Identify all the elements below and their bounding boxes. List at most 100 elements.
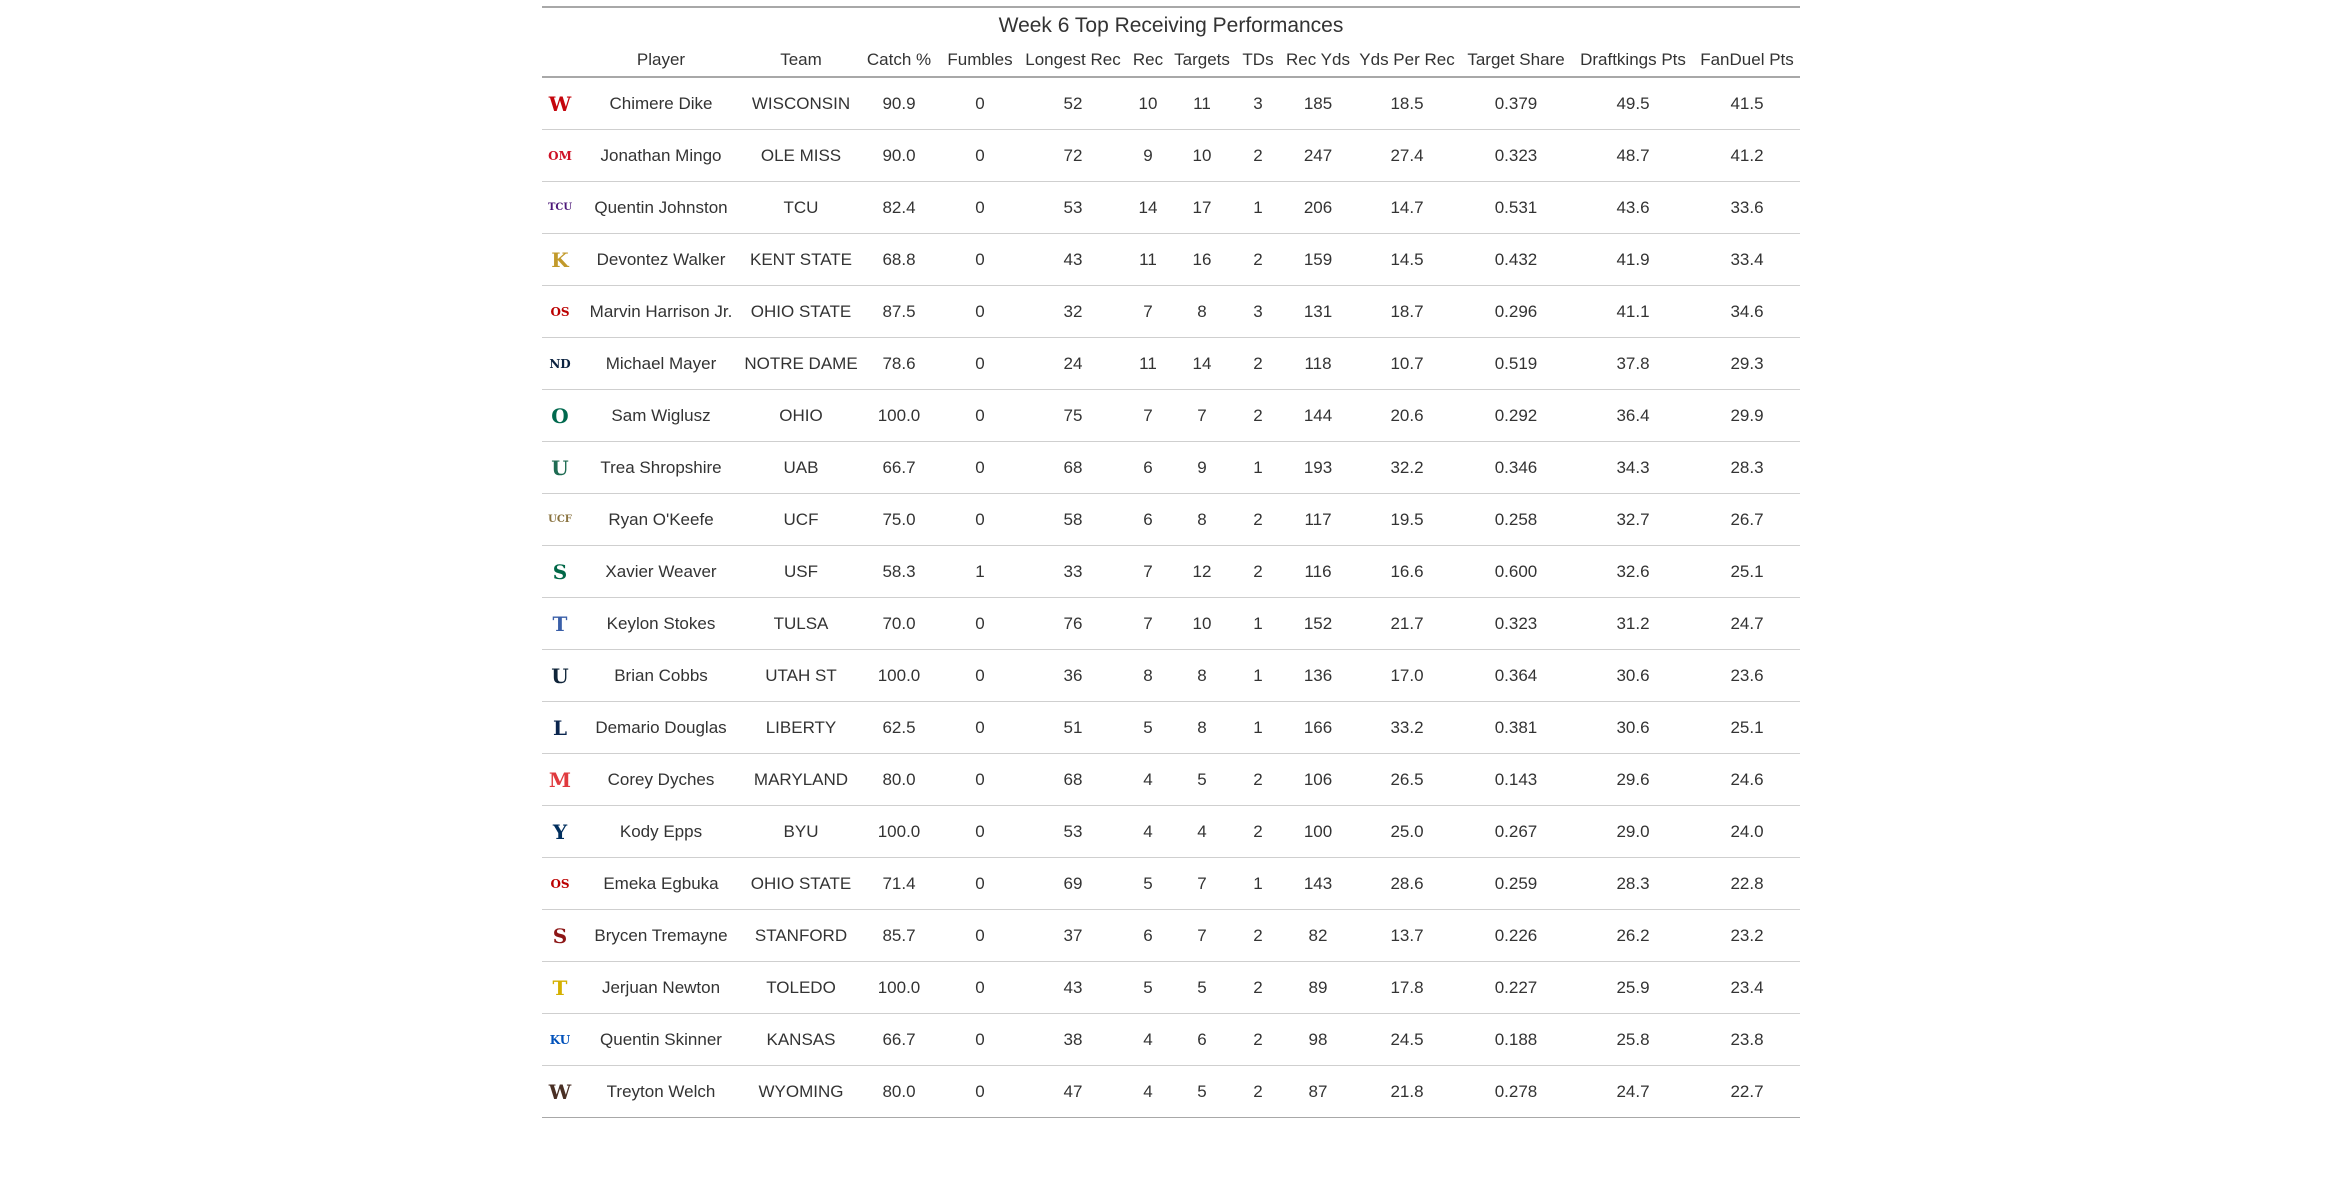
team-name: TOLEDO — [744, 961, 858, 1014]
tds-cell: 3 — [1234, 77, 1282, 130]
rec-yds-cell: 185 — [1282, 77, 1354, 130]
table-row: S Brycen Tremayne STANFORD 85.7 0 37 6 7 2 82 13.7… — [542, 909, 1800, 962]
yds-per-rec-cell: 21.8 — [1354, 1065, 1460, 1118]
longest-rec-cell: 38 — [1020, 1013, 1126, 1066]
targets-cell: 5 — [1170, 961, 1234, 1014]
fanduel-pts-cell: 41.2 — [1694, 129, 1800, 182]
column-header-fumbles: Fumbles — [940, 44, 1020, 78]
target-share-cell: 0.259 — [1460, 857, 1572, 910]
fanduel-pts-cell: 25.1 — [1694, 701, 1800, 754]
yds-per-rec-cell: 16.6 — [1354, 545, 1460, 598]
column-header-fanduel-pts: FanDuel Pts — [1694, 44, 1800, 78]
tds-cell: 2 — [1234, 129, 1282, 182]
player-name: Jerjuan Newton — [578, 961, 744, 1014]
fumbles-cell: 0 — [940, 597, 1020, 650]
fumbles-cell: 0 — [940, 233, 1020, 286]
targets-cell: 7 — [1170, 857, 1234, 910]
catch-pct-cell: 82.4 — [858, 181, 940, 234]
fanduel-pts-cell: 22.8 — [1694, 857, 1800, 910]
targets-cell: 8 — [1170, 493, 1234, 546]
draftkings-pts-cell: 34.3 — [1572, 441, 1694, 494]
team-name: WISCONSIN — [744, 77, 858, 130]
usf-logo-icon: S — [552, 559, 568, 584]
rec-cell: 5 — [1126, 961, 1170, 1014]
draftkings-pts-cell: 37.8 — [1572, 337, 1694, 390]
rec-cell: 7 — [1126, 285, 1170, 338]
rec-yds-cell: 143 — [1282, 857, 1354, 910]
column-header-target-share: Target Share — [1460, 44, 1572, 78]
notre-dame-logo-icon: ND — [549, 356, 571, 371]
table-row: KU Quentin Skinner KANSAS 66.7 0 38 4 6 2 98 24.5 0… — [542, 1013, 1800, 1066]
tds-cell: 1 — [1234, 181, 1282, 234]
rec-cell: 6 — [1126, 909, 1170, 962]
tulsa-logo-icon: T — [552, 611, 568, 636]
yds-per-rec-cell: 19.5 — [1354, 493, 1460, 546]
fanduel-pts-cell: 33.4 — [1694, 233, 1800, 286]
fanduel-pts-cell: 23.2 — [1694, 909, 1800, 962]
fanduel-pts-cell: 24.0 — [1694, 805, 1800, 858]
target-share-cell: 0.531 — [1460, 181, 1572, 234]
team-logo-cell: T — [542, 597, 578, 650]
longest-rec-cell: 43 — [1020, 961, 1126, 1014]
rec-yds-cell: 82 — [1282, 909, 1354, 962]
team-name: WYOMING — [744, 1065, 858, 1118]
team-logo-cell: U — [542, 441, 578, 494]
player-name: Marvin Harrison Jr. — [578, 285, 744, 338]
yds-per-rec-cell: 14.5 — [1354, 233, 1460, 286]
fanduel-pts-cell: 33.6 — [1694, 181, 1800, 234]
team-name: NOTRE DAME — [744, 337, 858, 390]
rec-yds-cell: 106 — [1282, 753, 1354, 806]
targets-cell: 14 — [1170, 337, 1234, 390]
byu-logo-icon: Y — [552, 819, 568, 844]
target-share-cell: 0.188 — [1460, 1013, 1572, 1066]
rec-cell: 11 — [1126, 233, 1170, 286]
team-name: OHIO STATE — [744, 285, 858, 338]
team-logo-cell: W — [542, 1065, 578, 1118]
team-name: OHIO — [744, 389, 858, 442]
yds-per-rec-cell: 18.5 — [1354, 77, 1460, 130]
rec-cell: 4 — [1126, 1013, 1170, 1066]
yds-per-rec-cell: 32.2 — [1354, 441, 1460, 494]
yds-per-rec-cell: 14.7 — [1354, 181, 1460, 234]
rec-cell: 6 — [1126, 493, 1170, 546]
fumbles-cell: 0 — [940, 857, 1020, 910]
fanduel-pts-cell: 24.7 — [1694, 597, 1800, 650]
catch-pct-cell: 66.7 — [858, 1013, 940, 1066]
rec-cell: 4 — [1126, 805, 1170, 858]
stats-table-container: Week 6 Top Receiving Performances Player… — [542, 6, 1800, 1118]
tds-cell: 2 — [1234, 961, 1282, 1014]
fumbles-cell: 0 — [940, 649, 1020, 702]
draftkings-pts-cell: 36.4 — [1572, 389, 1694, 442]
longest-rec-cell: 52 — [1020, 77, 1126, 130]
tds-cell: 2 — [1234, 805, 1282, 858]
draftkings-pts-cell: 25.9 — [1572, 961, 1694, 1014]
fanduel-pts-cell: 26.7 — [1694, 493, 1800, 546]
player-name: Brycen Tremayne — [578, 909, 744, 962]
table-row: W Treyton Welch WYOMING 80.0 0 47 4 5 2 87 21.8 0.2… — [542, 1065, 1800, 1118]
fanduel-pts-cell: 34.6 — [1694, 285, 1800, 338]
draftkings-pts-cell: 32.6 — [1572, 545, 1694, 598]
catch-pct-cell: 100.0 — [858, 805, 940, 858]
rec-yds-cell: 118 — [1282, 337, 1354, 390]
longest-rec-cell: 72 — [1020, 129, 1126, 182]
draftkings-pts-cell: 24.7 — [1572, 1065, 1694, 1118]
team-name: KENT STATE — [744, 233, 858, 286]
tds-cell: 2 — [1234, 753, 1282, 806]
tds-cell: 1 — [1234, 597, 1282, 650]
maryland-logo-icon: M — [548, 767, 572, 792]
catch-pct-cell: 66.7 — [858, 441, 940, 494]
targets-cell: 5 — [1170, 753, 1234, 806]
column-header-catch-pct: Catch % — [858, 44, 940, 78]
team-logo-cell: UCF — [542, 493, 578, 546]
fumbles-cell: 1 — [940, 545, 1020, 598]
player-name: Ryan O'Keefe — [578, 493, 744, 546]
table-row: T Keylon Stokes TULSA 70.0 0 76 7 10 1 152 21.7 0.3… — [542, 597, 1800, 650]
fumbles-cell: 0 — [940, 909, 1020, 962]
rec-cell: 4 — [1126, 753, 1170, 806]
fumbles-cell: 0 — [940, 285, 1020, 338]
yds-per-rec-cell: 33.2 — [1354, 701, 1460, 754]
fanduel-pts-cell: 28.3 — [1694, 441, 1800, 494]
team-logo-cell: KU — [542, 1013, 578, 1066]
catch-pct-cell: 71.4 — [858, 857, 940, 910]
team-name: TULSA — [744, 597, 858, 650]
